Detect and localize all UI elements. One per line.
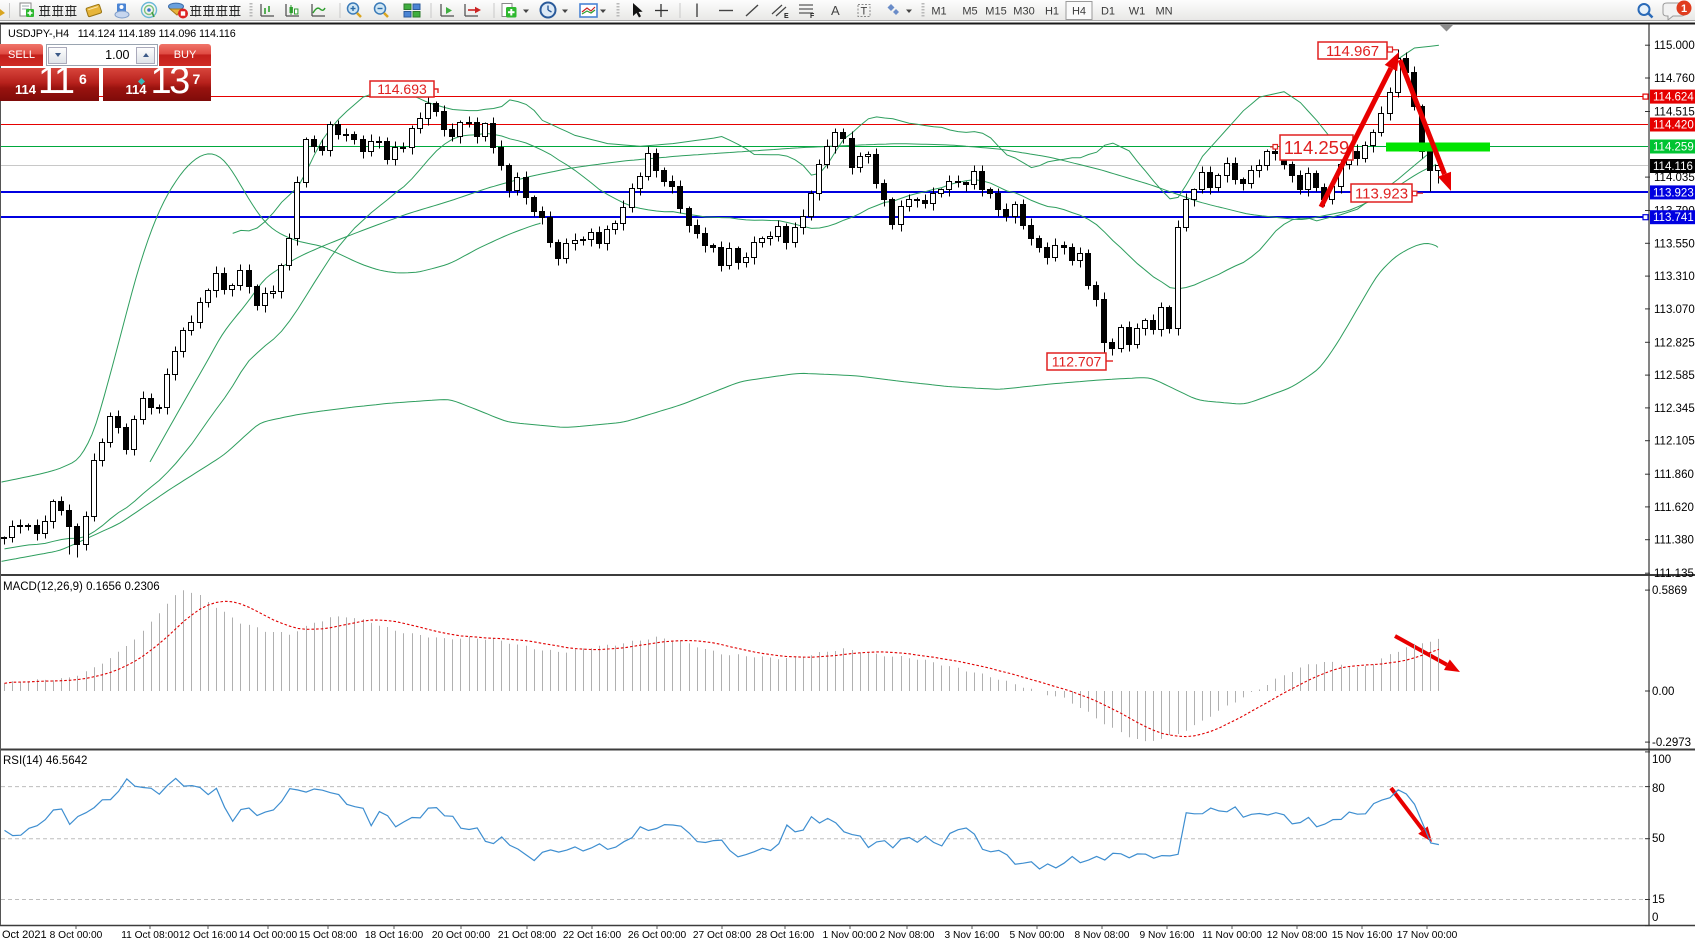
svg-text:113.310: 113.310: [1654, 271, 1695, 283]
svg-text:1 Nov 00:00: 1 Nov 00:00: [823, 930, 878, 941]
svg-text:M15: M15: [985, 6, 1006, 18]
svg-text:28 Oct 16:00: 28 Oct 16:00: [756, 930, 815, 941]
svg-text:-0.2973: -0.2973: [1652, 737, 1691, 749]
svg-text:11 Nov 00:00: 11 Nov 00:00: [1202, 930, 1262, 941]
svg-text:MACD(12,26,9) 0.1656 0.2306: MACD(12,26,9) 0.1656 0.2306: [3, 581, 160, 593]
svg-text:114.760: 114.760: [1654, 73, 1695, 85]
svg-text:MN: MN: [1155, 6, 1172, 18]
svg-text:0: 0: [1652, 912, 1658, 924]
svg-text:D1: D1: [1101, 6, 1115, 18]
svg-text:15 Nov 16:00: 15 Nov 16:00: [1332, 930, 1393, 941]
svg-text:17 Nov 00:00: 17 Nov 00:00: [1397, 930, 1458, 941]
svg-text:W1: W1: [1129, 6, 1146, 18]
svg-text:113.550: 113.550: [1654, 238, 1695, 250]
svg-text:112.585: 112.585: [1654, 370, 1695, 382]
svg-text:114.624: 114.624: [1653, 92, 1694, 104]
svg-text:114.035: 114.035: [1654, 172, 1695, 184]
svg-text:1: 1: [1681, 3, 1687, 15]
svg-text:114.515: 114.515: [1654, 107, 1695, 119]
svg-text:15: 15: [1652, 894, 1665, 906]
svg-text:E: E: [784, 13, 789, 20]
svg-text:M5: M5: [962, 6, 977, 18]
svg-text:15 Oct 08:00: 15 Oct 08:00: [299, 930, 358, 941]
svg-text:27 Oct 08:00: 27 Oct 08:00: [693, 930, 752, 941]
svg-text:111.860: 111.860: [1654, 469, 1694, 481]
svg-text:114.259: 114.259: [1284, 137, 1350, 158]
svg-text:A: A: [831, 3, 840, 18]
svg-text:114.420: 114.420: [1653, 120, 1694, 132]
svg-text:18 Oct 16:00: 18 Oct 16:00: [365, 930, 424, 941]
svg-text:8 Nov 08:00: 8 Nov 08:00: [1075, 930, 1130, 941]
svg-text:H4: H4: [1072, 6, 1086, 18]
svg-text:20 Oct 00:00: 20 Oct 00:00: [432, 930, 491, 941]
svg-text:115.000: 115.000: [1654, 40, 1695, 52]
svg-text:Oct 2021: Oct 2021: [2, 929, 47, 941]
svg-text:50: 50: [1652, 833, 1665, 845]
svg-text:112.345: 112.345: [1654, 403, 1695, 415]
svg-text:12 Nov 08:00: 12 Nov 08:00: [1267, 930, 1328, 941]
svg-text:114.693: 114.693: [377, 81, 427, 97]
svg-text:22 Oct 16:00: 22 Oct 16:00: [563, 930, 622, 941]
svg-text:5 Nov 00:00: 5 Nov 00:00: [1010, 930, 1065, 941]
svg-text:H1: H1: [1045, 6, 1059, 18]
svg-text:M30: M30: [1013, 6, 1034, 18]
svg-text:14 Oct 00:00: 14 Oct 00:00: [239, 930, 298, 941]
svg-text:T: T: [861, 6, 868, 18]
svg-text:3 Nov 16:00: 3 Nov 16:00: [945, 930, 1000, 941]
svg-text:9 Nov 16:00: 9 Nov 16:00: [1140, 930, 1195, 941]
svg-text:114.116: 114.116: [1653, 161, 1693, 173]
svg-text:11 Oct 08:00: 11 Oct 08:00: [121, 930, 179, 941]
svg-text:100: 100: [1652, 754, 1671, 766]
svg-text:112.707: 112.707: [1052, 354, 1102, 370]
svg-text:M1: M1: [931, 6, 946, 18]
svg-text:112.105: 112.105: [1654, 436, 1695, 448]
svg-text:113.741: 113.741: [1653, 212, 1694, 224]
svg-text:113.923: 113.923: [1653, 187, 1694, 199]
svg-text:112.825: 112.825: [1654, 337, 1695, 349]
svg-text:0.5869: 0.5869: [1652, 585, 1687, 597]
svg-text:113.070: 113.070: [1654, 304, 1695, 316]
svg-text:111.380: 111.380: [1654, 535, 1694, 547]
svg-text:F: F: [810, 13, 815, 20]
svg-text:111.135: 111.135: [1654, 568, 1694, 580]
svg-text:21 Oct 08:00: 21 Oct 08:00: [498, 930, 557, 941]
svg-text:111.620: 111.620: [1654, 502, 1694, 514]
svg-text:114.967: 114.967: [1326, 43, 1379, 60]
svg-text:114.259: 114.259: [1653, 142, 1694, 154]
svg-text:8 Oct 00:00: 8 Oct 00:00: [50, 930, 103, 941]
svg-text:2 Nov 08:00: 2 Nov 08:00: [880, 930, 935, 941]
svg-text:26 Oct 00:00: 26 Oct 00:00: [628, 930, 687, 941]
svg-text:0.00: 0.00: [1652, 686, 1674, 698]
svg-text:12 Oct 16:00: 12 Oct 16:00: [179, 930, 238, 941]
svg-text:80: 80: [1652, 783, 1665, 795]
svg-text:113.923: 113.923: [1355, 185, 1408, 202]
svg-text:RSI(14) 46.5642: RSI(14) 46.5642: [3, 755, 87, 767]
